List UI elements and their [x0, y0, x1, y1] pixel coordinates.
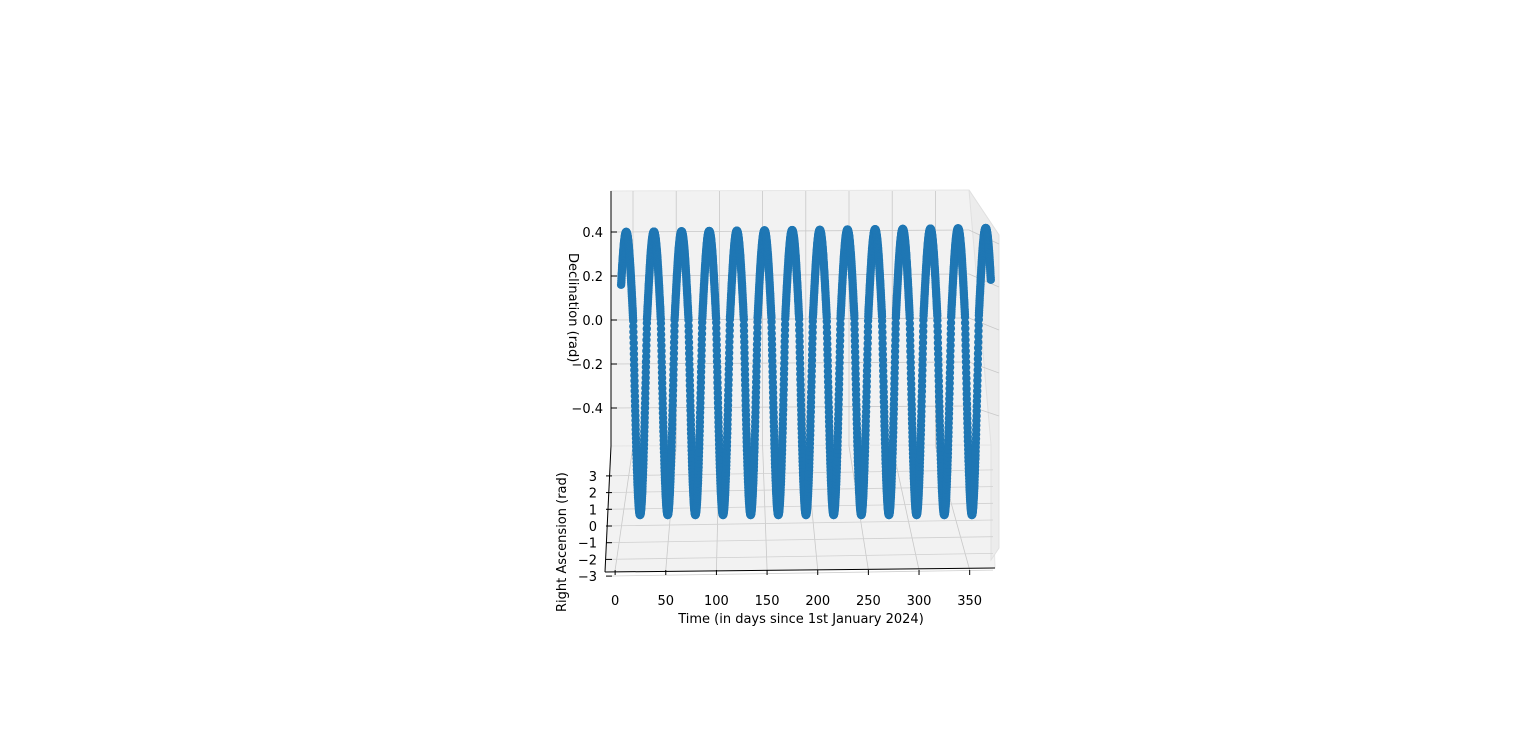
- grid-line-time-floor: [762, 445, 768, 571]
- data-points: [616, 223, 995, 520]
- x-axis-line: [604, 567, 996, 573]
- y-axis-label: Right Ascension (rad): [555, 472, 570, 612]
- data-point: [986, 275, 995, 284]
- z-axis-label: Declination (rad): [565, 253, 580, 362]
- y-tick-label: −1: [578, 537, 597, 552]
- x-tick-label: 200: [805, 594, 830, 609]
- y-tick-label: 3: [589, 470, 597, 485]
- z-tick-label: 0.0: [582, 314, 603, 329]
- y-tick-label: 0: [589, 520, 597, 535]
- x-tick-label: 150: [755, 594, 780, 609]
- x-tick-label: 100: [704, 594, 729, 609]
- grid-line-ra: [605, 553, 994, 560]
- grid-line-dec-side: [968, 317, 1000, 331]
- z-tick-label: −0.4: [571, 402, 603, 417]
- grid-line-time-floor: [614, 445, 634, 571]
- x-tick-label: 300: [907, 594, 932, 609]
- z-tick-label: 0.4: [582, 226, 603, 241]
- grid-line-ra: [605, 536, 994, 544]
- y-tick-label: −2: [578, 553, 597, 568]
- x-tick-label: 0: [611, 594, 619, 609]
- grid-line-ra: [605, 519, 994, 527]
- y-tick-label: 2: [589, 487, 597, 502]
- x-tick-label: 350: [957, 594, 982, 609]
- y-tick-label: −3: [578, 570, 597, 585]
- tick-labels: 0 50 100 150 200 250 300 350 −0.4 −0.2 0.0 0.2 0.4 −3…: [571, 226, 982, 609]
- y-tick-label: 1: [589, 503, 597, 518]
- x-tick-label: 50: [658, 594, 675, 609]
- x-tick-label: 250: [856, 594, 881, 609]
- grid-line-time-floor: [891, 445, 920, 571]
- x-axis-label: Time (in days since 1st January 2024): [677, 612, 924, 627]
- grid-line-ra: [605, 569, 994, 577]
- z-tick-label: 0.2: [582, 270, 603, 285]
- z-tick-label: −0.2: [571, 358, 603, 373]
